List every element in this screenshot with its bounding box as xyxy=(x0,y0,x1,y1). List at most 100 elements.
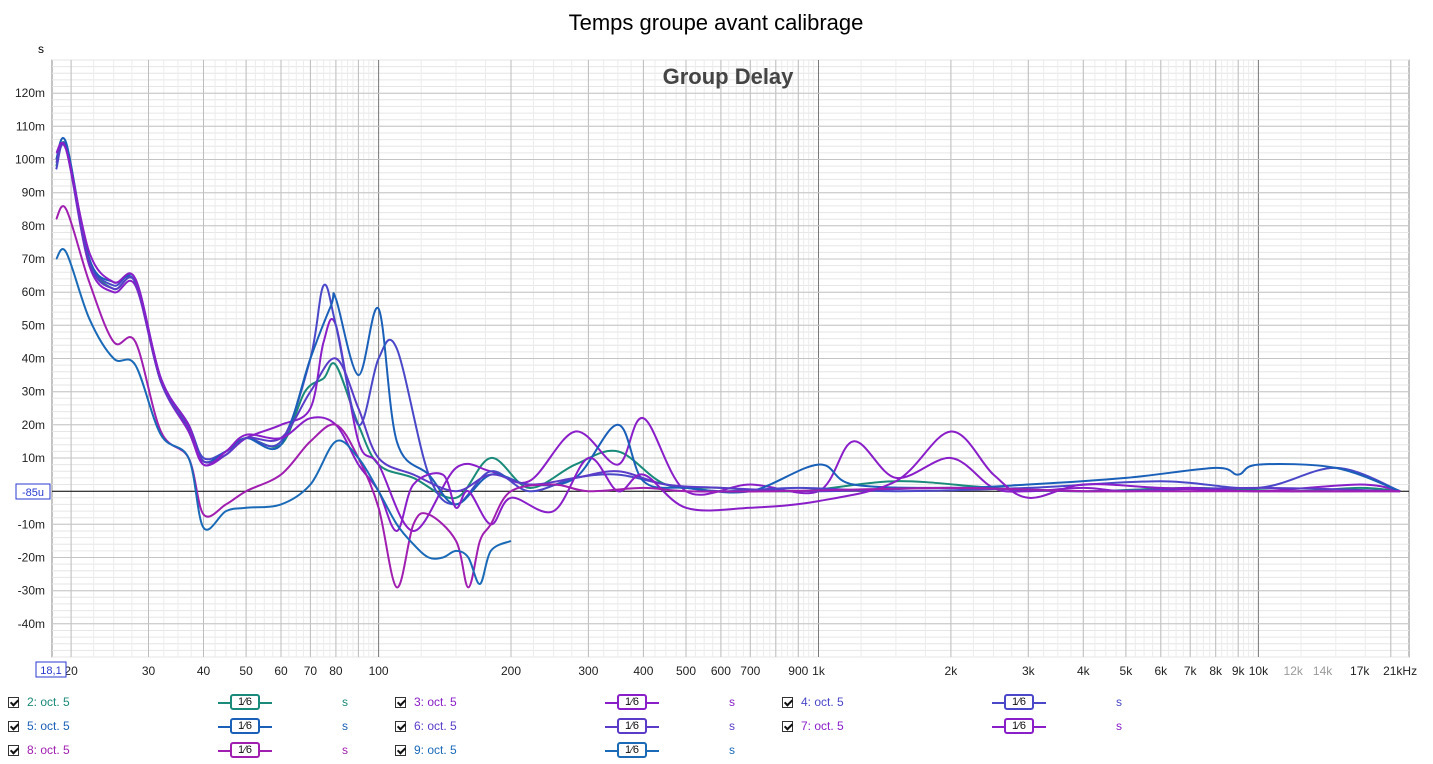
y-tick-label: 50m xyxy=(22,318,45,332)
smoothing-selector[interactable]: 1⁄6 xyxy=(605,694,659,710)
x-tick-label: 50 xyxy=(239,664,253,678)
checkbox-icon[interactable] xyxy=(8,721,19,732)
series-line-9 xyxy=(55,248,512,586)
cursor-readout-label: -85u xyxy=(22,487,44,499)
smoothing-selector[interactable]: 1⁄6 xyxy=(218,694,272,710)
y-tick-label: 100m xyxy=(15,153,45,167)
unit-label: s xyxy=(342,719,348,733)
x-tick-label: 200 xyxy=(501,664,521,678)
checkbox-icon[interactable] xyxy=(782,697,793,708)
y-tick-label: 20m xyxy=(22,418,45,432)
x-tick-label: 80 xyxy=(329,664,343,678)
x-tick-label: 500 xyxy=(676,664,696,678)
y-tick-label: -30m xyxy=(18,584,45,598)
grid xyxy=(52,59,1409,658)
series-lines xyxy=(55,137,1401,589)
x-tick-label: 10k xyxy=(1249,664,1269,678)
smoothing-value: 1⁄6 xyxy=(617,694,647,710)
unit-label: s xyxy=(729,719,735,733)
x-tick-label: 70 xyxy=(304,664,318,678)
y-axis-ticks: 120m 110m 100m 90m 80m 70m 60m 50m 40m 30m 20m 10m -… xyxy=(15,86,45,631)
y-axis-unit: s xyxy=(38,42,44,56)
x-tick-label: 1k xyxy=(812,664,826,678)
x-tick-label: 6k xyxy=(1154,664,1168,678)
legend-label[interactable]: 9: oct. 5 xyxy=(414,743,457,757)
x-tick-label: 600 xyxy=(711,664,731,678)
checkbox-icon[interactable] xyxy=(8,697,19,708)
unit-label: s xyxy=(1116,719,1122,733)
series-line-8 xyxy=(55,205,1401,589)
legend-label[interactable]: 3: oct. 5 xyxy=(414,695,457,709)
smoothing-selector[interactable]: 1⁄6 xyxy=(605,742,659,758)
checkbox-icon[interactable] xyxy=(395,745,406,756)
checkbox-icon[interactable] xyxy=(395,721,406,732)
checkbox-icon[interactable] xyxy=(782,721,793,732)
legend-label[interactable]: 6: oct. 5 xyxy=(414,719,457,733)
smoothing-selector[interactable]: 1⁄6 xyxy=(605,718,659,734)
smoothing-value: 1⁄6 xyxy=(617,718,647,734)
x-axis-ticks: 20 30 40 50 60 70 80 100 200 300 400 500 600 700 900 1k… xyxy=(64,664,1417,678)
series-line-7 xyxy=(55,142,1401,532)
legend-label[interactable]: 4: oct. 5 xyxy=(801,695,844,709)
smoothing-value: 1⁄6 xyxy=(230,694,260,710)
x-tick-label: 700 xyxy=(740,664,760,678)
x-tick-label: 3k xyxy=(1022,664,1036,678)
x-tick-label: 4k xyxy=(1077,664,1091,678)
smoothing-selector[interactable]: 1⁄6 xyxy=(218,718,272,734)
group-delay-chart: Temps groupe avant calibrage s Group Del… xyxy=(15,10,1417,678)
legend-item-9: 9: oct. 5 1⁄6 s xyxy=(395,742,755,760)
checkbox-icon[interactable] xyxy=(395,697,406,708)
y-tick-label: -20m xyxy=(18,551,45,565)
x-tick-label: 5k xyxy=(1120,664,1134,678)
x-start-readout-label: 18,1 xyxy=(40,665,61,677)
x-tick-label: 300 xyxy=(578,664,598,678)
y-tick-label: 30m xyxy=(22,385,45,399)
legend-label[interactable]: 7: oct. 5 xyxy=(801,719,844,733)
x-tick-label: 400 xyxy=(633,664,653,678)
smoothing-value: 1⁄6 xyxy=(617,742,647,758)
legend-item-6: 6: oct. 5 1⁄6 s xyxy=(395,718,755,736)
legend-label[interactable]: 2: oct. 5 xyxy=(27,695,70,709)
legend-item-7: 7: oct. 5 1⁄6 s xyxy=(782,718,1142,736)
smoothing-selector[interactable]: 1⁄6 xyxy=(992,694,1046,710)
smoothing-selector[interactable]: 1⁄6 xyxy=(992,718,1046,734)
y-tick-label: 90m xyxy=(22,186,45,200)
unit-label: s xyxy=(342,695,348,709)
y-tick-label: 80m xyxy=(22,219,45,233)
legend-item-5: 5: oct. 5 1⁄6 s xyxy=(8,718,368,736)
y-tick-label: 120m xyxy=(15,86,45,100)
x-tick-label: 21kHz xyxy=(1383,664,1417,678)
x-tick-label: 14k xyxy=(1313,664,1333,678)
cursor-readout: -85u xyxy=(15,483,51,500)
x-tick-label: 7k xyxy=(1184,664,1198,678)
legend: 2: oct. 5 1⁄6 s 3: oct. 5 1⁄6 s 4: oct. … xyxy=(0,690,1433,764)
x-tick-label: 9k xyxy=(1232,664,1246,678)
x-tick-label: 900 xyxy=(788,664,808,678)
x-start-readout: 18,1 xyxy=(35,661,67,678)
legend-item-4: 4: oct. 5 1⁄6 s xyxy=(782,694,1142,712)
smoothing-value: 1⁄6 xyxy=(230,718,260,734)
chart-title: Temps groupe avant calibrage xyxy=(569,10,864,35)
checkbox-icon[interactable] xyxy=(8,745,19,756)
y-tick-label: 40m xyxy=(22,352,45,366)
legend-item-8: 8: oct. 5 1⁄6 s xyxy=(8,742,368,760)
smoothing-value: 1⁄6 xyxy=(230,742,260,758)
chart-subtitle: Group Delay xyxy=(663,64,795,89)
legend-label[interactable]: 5: oct. 5 xyxy=(27,719,70,733)
x-tick-label: 8k xyxy=(1209,664,1223,678)
x-tick-label: 17k xyxy=(1350,664,1370,678)
y-tick-label: 10m xyxy=(22,451,45,465)
y-tick-label: 60m xyxy=(22,285,45,299)
y-tick-label: 70m xyxy=(22,252,45,266)
x-tick-label: 30 xyxy=(142,664,156,678)
x-tick-label: 2k xyxy=(945,664,959,678)
y-tick-label: 110m xyxy=(16,119,45,133)
legend-label[interactable]: 8: oct. 5 xyxy=(27,743,70,757)
smoothing-selector[interactable]: 1⁄6 xyxy=(218,742,272,758)
legend-item-2: 2: oct. 5 1⁄6 s xyxy=(8,694,368,712)
y-tick-label: -10m xyxy=(18,517,45,531)
unit-label: s xyxy=(729,695,735,709)
smoothing-value: 1⁄6 xyxy=(1004,694,1034,710)
unit-label: s xyxy=(729,743,735,757)
x-tick-label: 12k xyxy=(1284,664,1304,678)
